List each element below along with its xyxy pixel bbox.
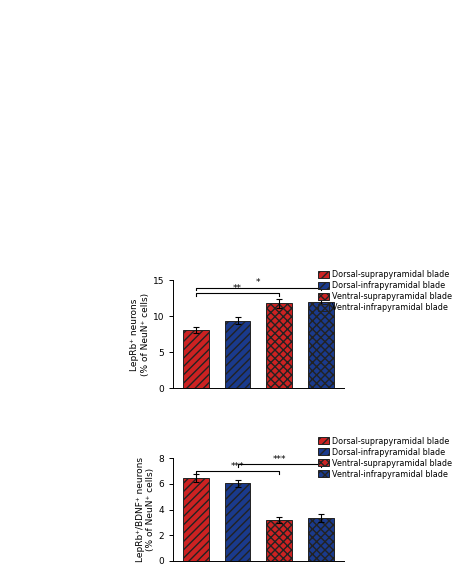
Text: **: ** [233, 284, 242, 293]
Bar [308, 302, 334, 388]
Legend: Dorsal-suprapyramidal blade, Dorsal-infrapyramidal blade, Ventral-suprapyramidal: Dorsal-suprapyramidal blade, Dorsal-infr… [315, 433, 456, 482]
Legend: Dorsal-suprapyramidal blade, Dorsal-infrapyramidal blade, Ventral-suprapyramidal: Dorsal-suprapyramidal blade, Dorsal-infr… [315, 267, 456, 315]
Bar [266, 303, 292, 388]
Text: ***: *** [273, 455, 286, 464]
Bar [225, 484, 250, 561]
Bar [225, 321, 250, 388]
Text: ***: *** [231, 462, 244, 471]
Y-axis label: LepRb⁺/BDNF⁺ neurons
(% of NeuN⁺ cells): LepRb⁺/BDNF⁺ neurons (% of NeuN⁺ cells) [136, 457, 155, 562]
Bar [183, 330, 209, 388]
Bar [266, 520, 292, 561]
Bar [308, 518, 334, 561]
Text: *: * [256, 278, 261, 287]
Y-axis label: LepRb⁺ neurons
(% of NeuN⁺ cells): LepRb⁺ neurons (% of NeuN⁺ cells) [130, 293, 150, 376]
Bar [183, 478, 209, 561]
